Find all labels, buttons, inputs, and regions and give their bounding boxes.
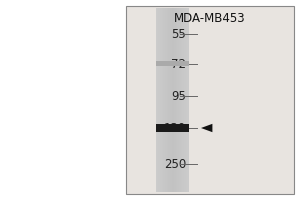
Text: 72: 72: [171, 58, 186, 71]
Text: 250: 250: [164, 158, 186, 170]
Bar: [164, 8, 165, 192]
Bar: [165, 8, 166, 192]
Bar: [167, 8, 168, 192]
Bar: [156, 124, 189, 132]
Bar: [182, 8, 184, 192]
Bar: [169, 8, 170, 192]
Bar: [187, 8, 188, 192]
Bar: [158, 8, 160, 192]
Bar: [160, 8, 161, 192]
Bar: [186, 8, 187, 192]
Bar: [161, 8, 162, 192]
Bar: [179, 8, 180, 192]
Polygon shape: [201, 124, 212, 132]
Text: 95: 95: [171, 90, 186, 102]
Bar: [158, 8, 159, 192]
Bar: [182, 8, 183, 192]
Bar: [166, 8, 167, 192]
Bar: [177, 8, 178, 192]
Bar: [184, 8, 185, 192]
Bar: [164, 8, 165, 192]
Bar: [168, 8, 169, 192]
Bar: [157, 8, 158, 192]
Bar: [174, 8, 175, 192]
Bar: [176, 8, 177, 192]
Text: MDA-MB453: MDA-MB453: [174, 11, 246, 24]
Bar: [188, 8, 189, 192]
Bar: [163, 8, 164, 192]
Bar: [168, 8, 169, 192]
Bar: [171, 8, 172, 192]
Bar: [185, 8, 186, 192]
Bar: [156, 61, 189, 66]
Bar: [172, 8, 173, 192]
Bar: [180, 8, 181, 192]
Bar: [178, 8, 179, 192]
Bar: [170, 8, 171, 192]
Bar: [173, 8, 175, 192]
Bar: [162, 8, 163, 192]
Bar: [156, 8, 157, 192]
Bar: [172, 8, 174, 192]
Bar: [175, 8, 176, 192]
Bar: [181, 8, 182, 192]
Text: 130: 130: [164, 121, 186, 134]
Text: 55: 55: [171, 27, 186, 40]
Bar: [159, 8, 160, 192]
Bar: [126, 6, 294, 194]
Bar: [183, 8, 184, 192]
